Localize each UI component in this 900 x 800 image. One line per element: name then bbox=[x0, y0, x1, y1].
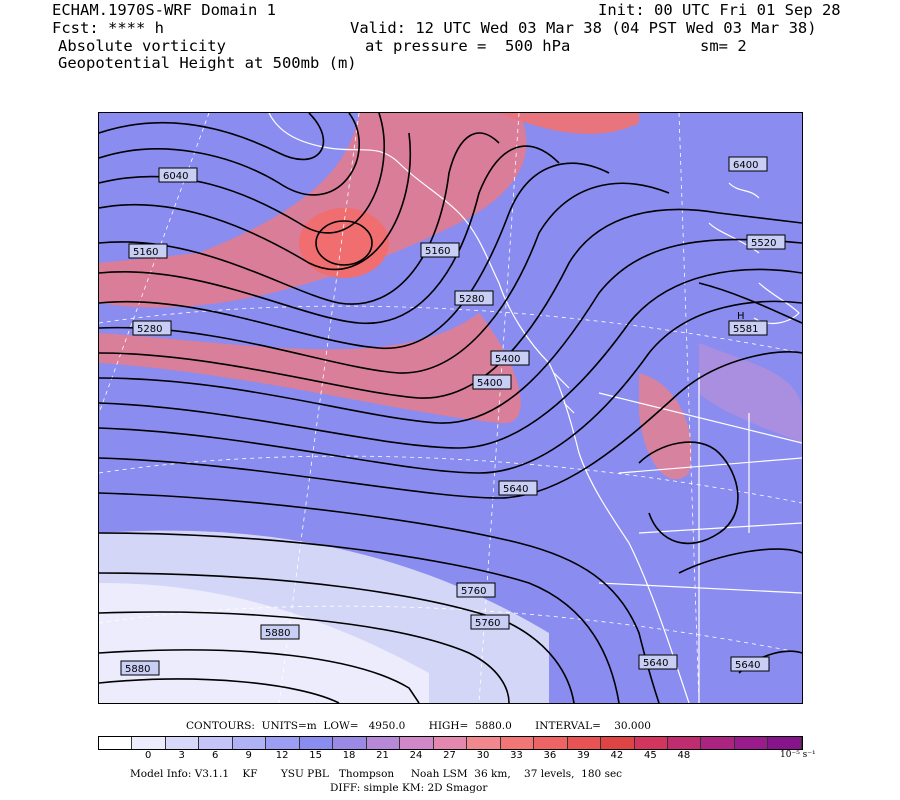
svg-text:5400: 5400 bbox=[477, 378, 502, 389]
svg-text:5640: 5640 bbox=[643, 658, 668, 669]
colorbar-swatch bbox=[165, 737, 200, 749]
colorbar-tick-label: 27 bbox=[443, 750, 456, 761]
colorbar-tick-label: 30 bbox=[476, 750, 490, 761]
svg-text:5160: 5160 bbox=[133, 247, 158, 258]
colorbar-swatch bbox=[500, 737, 535, 749]
colorbar-swatch bbox=[400, 737, 434, 749]
colorbar-tick-label: 45 bbox=[643, 750, 657, 761]
colorbar bbox=[98, 736, 803, 750]
colorbar-swatch bbox=[634, 737, 668, 749]
colorbar-tick-label: 6 bbox=[211, 750, 219, 761]
mid-vorticity-east bbox=[699, 343, 802, 443]
colorbar-swatch bbox=[567, 737, 602, 749]
height-contours bbox=[99, 113, 802, 703]
high-vorticity-top bbox=[499, 113, 639, 134]
high-marker: H bbox=[737, 311, 745, 322]
colorbar-tick-label: 9 bbox=[245, 750, 252, 761]
colorbar-swatch bbox=[601, 737, 635, 749]
colorbar-swatch bbox=[768, 737, 802, 749]
pressure-level: at pressure = 500 hPa bbox=[365, 37, 571, 55]
svg-text:5280: 5280 bbox=[137, 324, 162, 335]
colorbar-swatch bbox=[132, 737, 166, 749]
colorbar-units: 10⁻⁵ s⁻¹ bbox=[780, 750, 816, 760]
diff-info: DIFF: simple KM: 2D Smagor bbox=[330, 782, 488, 794]
smoothing: sm= 2 bbox=[700, 37, 747, 55]
colorbar-swatch bbox=[232, 737, 267, 749]
colorbar-tick-label: 21 bbox=[376, 750, 389, 761]
svg-text:5520: 5520 bbox=[751, 238, 776, 249]
svg-text:5880: 5880 bbox=[125, 664, 150, 675]
colorbar-swatch bbox=[266, 737, 300, 749]
colorbar-tick-label: 48 bbox=[677, 750, 691, 761]
colorbar-tick-label: 3 bbox=[178, 750, 185, 761]
high-vorticity-band-central bbox=[99, 313, 521, 424]
map-panel: 6040 5160 5280 5160 5280 5400 5400 6400 … bbox=[98, 112, 803, 704]
colorbar-swatch bbox=[199, 737, 233, 749]
colorbar-swatch bbox=[534, 737, 568, 749]
svg-text:5581: 5581 bbox=[733, 324, 758, 335]
contour-labels: 6040 5160 5280 5160 5280 5400 5400 6400 … bbox=[120, 156, 786, 676]
svg-text:5760: 5760 bbox=[461, 586, 486, 597]
colorbar-tick-label: 12 bbox=[275, 750, 289, 761]
colorbar-swatch bbox=[333, 737, 367, 749]
contour-info: CONTOURS: UNITS=m LOW= 4950.0 HIGH= 5880… bbox=[186, 720, 651, 732]
svg-text:5880: 5880 bbox=[265, 628, 290, 639]
forecast-hour: Fcst: **** h bbox=[52, 19, 164, 37]
colorbar-swatch bbox=[99, 737, 133, 749]
colorbar-tick-label: 0 bbox=[145, 750, 152, 761]
map-canvas: 6040 5160 5280 5160 5280 5400 5400 6400 … bbox=[99, 113, 802, 703]
svg-text:5160: 5160 bbox=[425, 246, 450, 257]
init-time: Init: 00 UTC Fri 01 Sep 28 bbox=[598, 1, 841, 19]
high-vorticity-band-north bbox=[99, 113, 527, 308]
svg-text:6400: 6400 bbox=[733, 160, 758, 171]
colorbar-swatch bbox=[433, 737, 468, 749]
colorbar-tick-label: 15 bbox=[309, 750, 322, 761]
model-info: Model Info: V3.1.1 KF YSU PBL Thompson N… bbox=[130, 768, 623, 780]
colorbar-swatch bbox=[299, 737, 334, 749]
colorbar-swatch bbox=[734, 737, 769, 749]
colorbar-swatch bbox=[701, 737, 735, 749]
svg-text:5640: 5640 bbox=[735, 660, 760, 671]
svg-text:6040: 6040 bbox=[163, 171, 188, 182]
svg-text:5400: 5400 bbox=[495, 354, 520, 365]
svg-text:5280: 5280 bbox=[459, 294, 484, 305]
colorbar-tick-label: 39 bbox=[577, 750, 590, 761]
colorbar-ticks: 0 3 6 9 12 15 18 21 24 27 30 33 36 39 42 45 48 bbox=[98, 750, 801, 764]
colorbar-swatch bbox=[667, 737, 702, 749]
svg-text:5640: 5640 bbox=[503, 484, 528, 495]
colorbar-tick-label: 24 bbox=[409, 750, 423, 761]
colorbar-tick-label: 36 bbox=[543, 750, 557, 761]
field-name-vorticity: Absolute vorticity bbox=[58, 37, 226, 55]
valid-time: Valid: 12 UTC Wed 03 Mar 38 (04 PST Wed … bbox=[350, 19, 817, 37]
colorbar-swatch bbox=[467, 737, 501, 749]
colorbar-tick-label: 18 bbox=[342, 750, 356, 761]
field-name-height: Geopotential Height at 500mb (m) bbox=[58, 54, 357, 72]
colorbar-tick-label: 33 bbox=[510, 750, 523, 761]
title: ECHAM.1970S-WRF Domain 1 bbox=[52, 1, 276, 19]
colorbar-swatch bbox=[366, 737, 401, 749]
vorticity-max bbox=[299, 208, 389, 278]
colorbar-tick-label: 42 bbox=[610, 750, 624, 761]
svg-text:5760: 5760 bbox=[475, 618, 500, 629]
